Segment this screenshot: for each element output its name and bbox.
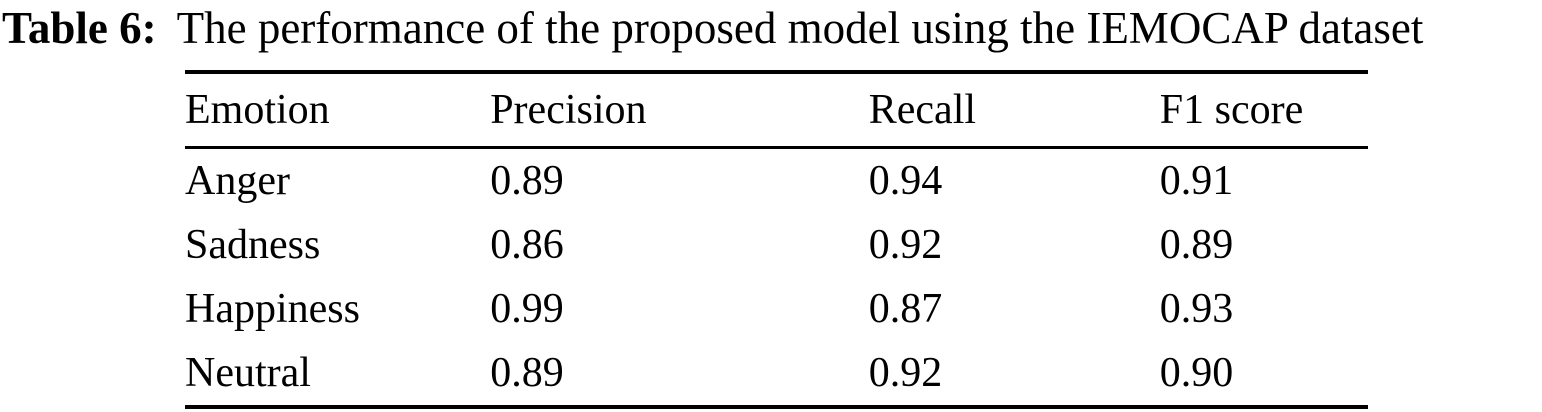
header-row: Emotion Precision Recall F1 score [185, 72, 1368, 149]
cell-precision: 0.89 [490, 350, 564, 396]
cell-precision: 0.86 [490, 222, 564, 268]
cell-precision: 0.99 [490, 286, 564, 332]
cell-precision: 0.89 [490, 158, 564, 204]
cell-f1: 0.90 [1159, 350, 1234, 396]
cell-emotion: Anger [185, 158, 290, 204]
table-row: Anger 0.89 0.94 0.91 [185, 148, 1368, 214]
cell-emotion: Neutral [185, 350, 311, 396]
table-row: Neutral 0.89 0.92 0.90 [185, 341, 1368, 407]
cell-recall: 0.92 [868, 222, 943, 268]
table-row: Sadness 0.86 0.92 0.89 [185, 213, 1368, 277]
header-cell-recall: Recall [868, 72, 1160, 149]
cell-recall: 0.92 [868, 350, 943, 396]
header-cell-emotion: Emotion [185, 72, 491, 149]
header-cell-f1: F1 score [1159, 72, 1368, 149]
header-cell-precision: Precision [490, 72, 869, 149]
cell-recall: 0.94 [868, 158, 943, 204]
cell-recall: 0.87 [868, 286, 943, 332]
cell-emotion: Happiness [185, 286, 360, 332]
table-row: Happiness 0.99 0.87 0.93 [185, 277, 1368, 341]
cell-emotion: Sadness [185, 222, 321, 268]
cell-f1: 0.89 [1159, 222, 1234, 268]
table-caption-label: Table 6: [2, 3, 157, 53]
results-table: Emotion Precision Recall F1 score Anger … [185, 70, 1368, 409]
cell-f1: 0.93 [1159, 286, 1234, 332]
cell-f1: 0.91 [1159, 158, 1234, 204]
table-caption: Table 6: The performance of the proposed … [2, 2, 1542, 54]
results-table-container: Emotion Precision Recall F1 score Anger … [185, 70, 1368, 409]
table-caption-text: The performance of the proposed model us… [176, 3, 1424, 53]
